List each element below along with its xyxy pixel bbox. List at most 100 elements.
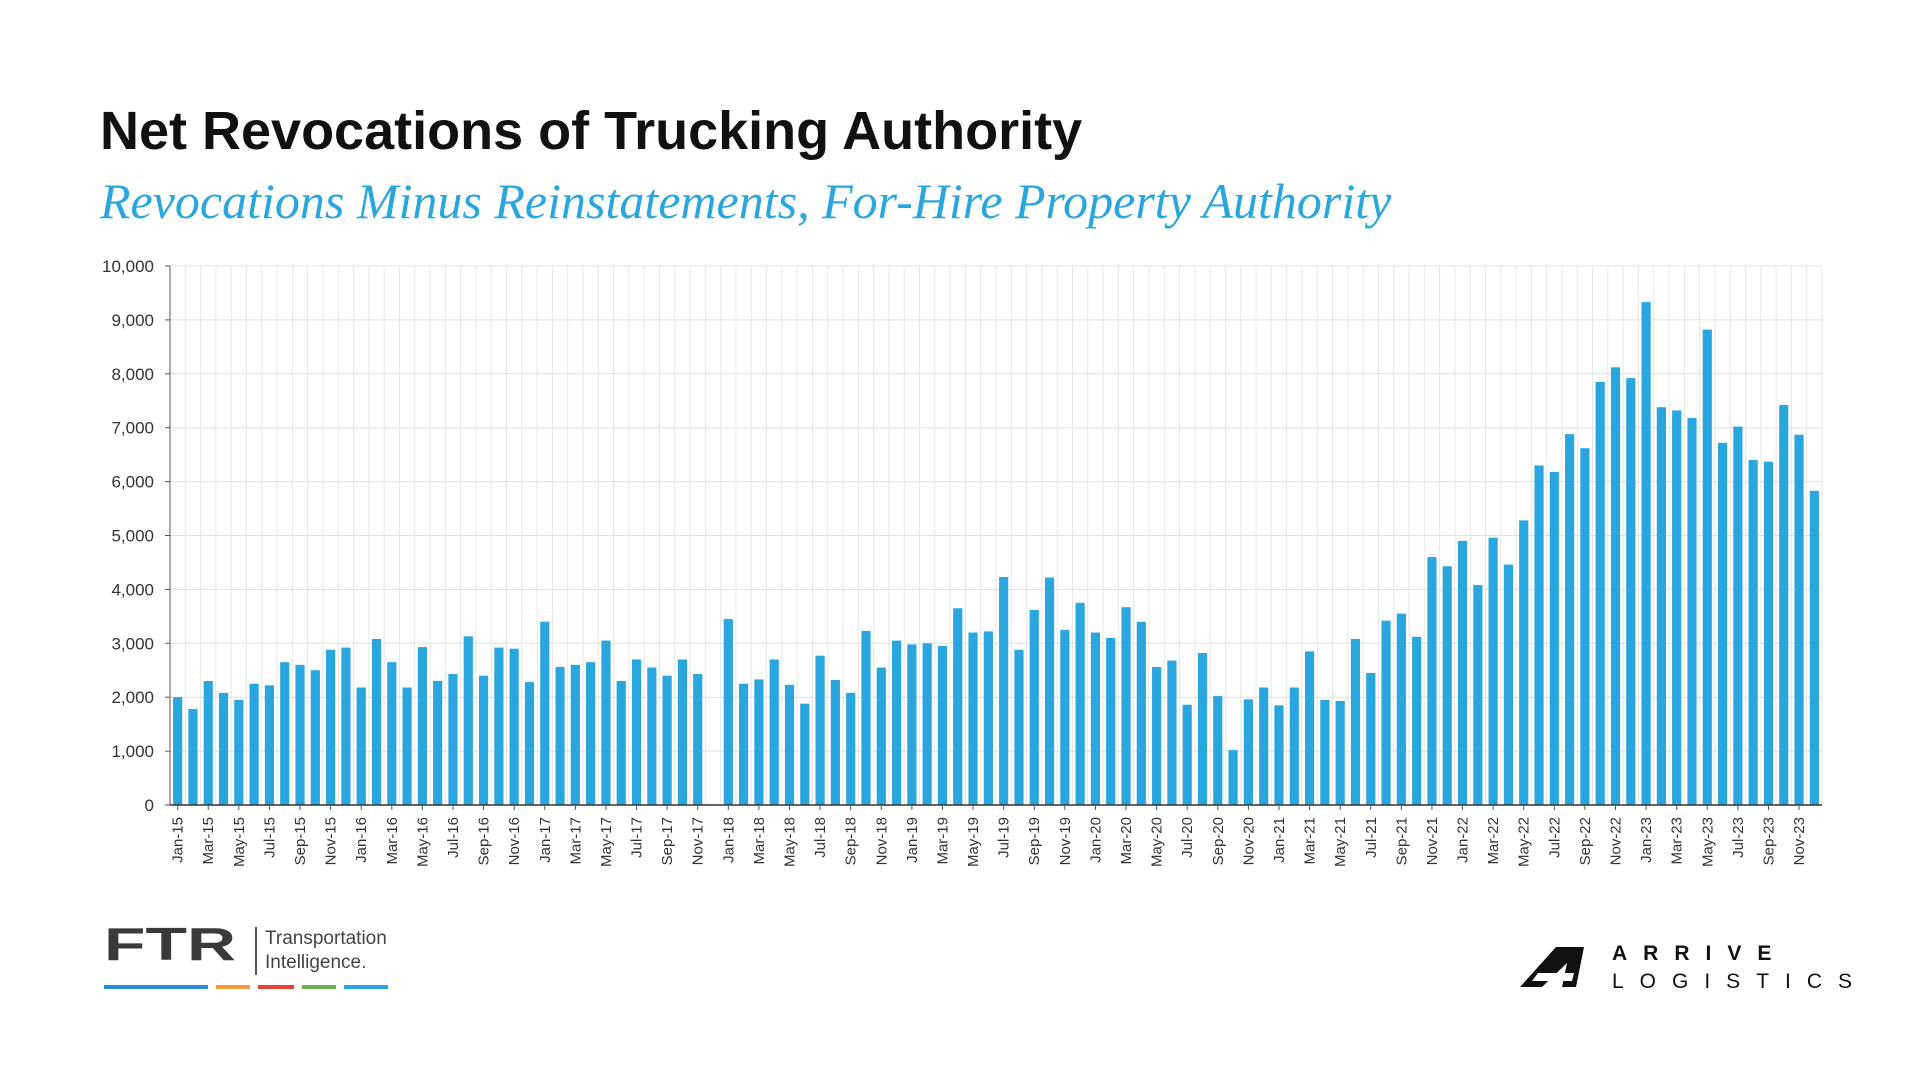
bar-Apr-22 <box>1503 564 1514 805</box>
bar-Nov-17 <box>693 674 703 805</box>
x-tick-label: May-19 <box>965 817 982 867</box>
bar-Jan-16 <box>356 687 366 805</box>
bar-Mar-21 <box>1304 651 1315 805</box>
x-tick-label: Jul-18 <box>812 817 829 858</box>
x-tick-label: Jul-19 <box>996 817 1013 858</box>
x-tick-label: Sep-22 <box>1577 817 1594 865</box>
chart-subtitle: Revocations Minus Reinstatements, For-Hi… <box>100 173 1392 229</box>
bar-Sep-17 <box>662 675 672 805</box>
bar-Aug-22 <box>1565 434 1575 805</box>
bar-Aug-18 <box>830 679 840 805</box>
bar-Feb-23 <box>1656 407 1666 805</box>
x-tick-label: May-21 <box>1332 817 1349 867</box>
bar-Dec-23 <box>1809 490 1819 805</box>
bar-Jan-22 <box>1457 540 1468 805</box>
arrive-wordmark-line2: LOGISTICS <box>1612 970 1869 993</box>
bar-Feb-21 <box>1289 687 1299 805</box>
x-tick-label: Mar-22 <box>1485 817 1502 865</box>
x-tick-label: Mar-19 <box>934 817 951 865</box>
bar-Oct-16 <box>494 647 504 805</box>
bar-Apr-17 <box>586 662 596 805</box>
y-tick-label: 0 <box>145 796 154 815</box>
bar-May-15 <box>234 699 244 805</box>
bar-Oct-23 <box>1779 405 1789 805</box>
ftr-rule-segment <box>258 985 294 989</box>
x-tick-label: May-18 <box>782 817 799 867</box>
ftr-tagline-line1: Transportation <box>265 928 387 949</box>
bar-Sep-21 <box>1396 613 1406 805</box>
x-tick-label: May-16 <box>414 817 431 867</box>
x-tick-label: Nov-21 <box>1424 817 1441 865</box>
bar-Aug-19 <box>1014 649 1024 805</box>
ftr-color-rule <box>104 985 388 989</box>
ftr-rule-segment <box>302 985 336 989</box>
x-tick-label: Jan-15 <box>170 817 187 863</box>
bar-Nov-19 <box>1060 629 1070 805</box>
bar-Jul-15 <box>264 685 275 805</box>
bar-Apr-18 <box>769 659 779 805</box>
ftr-tagline-line2: Intelligence. <box>265 952 367 973</box>
bar-Nov-21 <box>1427 557 1437 805</box>
ftr-rule-segment <box>344 985 388 989</box>
x-tick-label: Mar-18 <box>751 817 768 865</box>
arrive-wordmark-line1: ARRIVE <box>1612 942 1788 965</box>
bar-Apr-21 <box>1320 699 1330 805</box>
x-tick-label: Jan-23 <box>1638 817 1655 863</box>
bar-Jun-16 <box>433 681 443 805</box>
bar-Mar-17 <box>570 664 580 805</box>
bar-May-20 <box>1152 667 1162 805</box>
bar-Sep-19 <box>1029 609 1039 805</box>
bar-Feb-17 <box>555 667 565 805</box>
x-tick-label: Jan-16 <box>353 817 370 863</box>
bar-Sep-16 <box>478 675 489 805</box>
bar-Oct-19 <box>1044 577 1055 805</box>
x-tick-label: Jan-19 <box>904 817 921 863</box>
x-tick-label: Nov-17 <box>690 817 707 865</box>
arrive-logistics-wordmark: ARRIVE LOGISTICS <box>1612 940 1868 996</box>
x-tick-label: May-22 <box>1516 817 1533 867</box>
bar-Mar-15 <box>203 681 213 805</box>
x-tick-label: Nov-22 <box>1608 817 1625 865</box>
x-tick-label: Nov-23 <box>1791 817 1808 865</box>
bar-Dec-22 <box>1626 378 1636 805</box>
bar-Aug-15 <box>280 662 290 805</box>
x-tick-label: Sep-17 <box>659 817 676 865</box>
bar-Aug-20 <box>1197 653 1208 805</box>
bar-Feb-20 <box>1106 637 1116 805</box>
bar-Mar-23 <box>1672 410 1682 805</box>
bar-May-19 <box>968 632 978 805</box>
chart-title: Net Revocations of Trucking Authority <box>100 101 1083 161</box>
x-tick-label: Mar-21 <box>1302 817 1319 865</box>
bar-Jul-17 <box>631 659 642 805</box>
bar-Jan-18 <box>723 619 733 805</box>
x-tick-label: Nov-15 <box>323 817 340 865</box>
bar-Apr-15 <box>218 692 229 805</box>
x-tick-label: Jan-17 <box>537 817 554 863</box>
x-tick-label: Sep-20 <box>1210 817 1227 865</box>
x-tick-label: Sep-15 <box>292 817 309 865</box>
x-tick-label: Sep-18 <box>843 817 860 865</box>
bar-Jun-15 <box>249 683 259 805</box>
x-tick-label: May-17 <box>598 817 615 867</box>
x-tick-label: Nov-19 <box>1057 817 1074 865</box>
x-tick-label: May-20 <box>1149 817 1166 867</box>
x-tick-label: Jan-22 <box>1455 817 1472 863</box>
x-tick-label: Sep-16 <box>476 817 493 865</box>
bar-Feb-22 <box>1473 585 1483 805</box>
x-tick-label: Mar-17 <box>567 817 584 865</box>
bar-Sep-15 <box>295 664 305 805</box>
x-tick-label: Sep-21 <box>1393 817 1410 865</box>
bar-Jan-19 <box>907 644 917 805</box>
bar-Sep-18 <box>846 692 856 805</box>
bar-Aug-17 <box>647 667 657 805</box>
x-tick-label: Nov-18 <box>873 817 890 865</box>
x-tick-label: Mar-23 <box>1669 817 1686 865</box>
bar-Nov-23 <box>1794 434 1804 805</box>
x-tick-label: Jan-21 <box>1271 817 1288 863</box>
bar-Mar-22 <box>1488 537 1498 805</box>
x-tick-label: Mar-15 <box>200 817 217 865</box>
bar-Jul-18 <box>815 655 825 805</box>
bar-Aug-16 <box>463 636 473 805</box>
bar-Nov-15 <box>326 649 336 805</box>
bar-Mar-18 <box>754 679 764 805</box>
